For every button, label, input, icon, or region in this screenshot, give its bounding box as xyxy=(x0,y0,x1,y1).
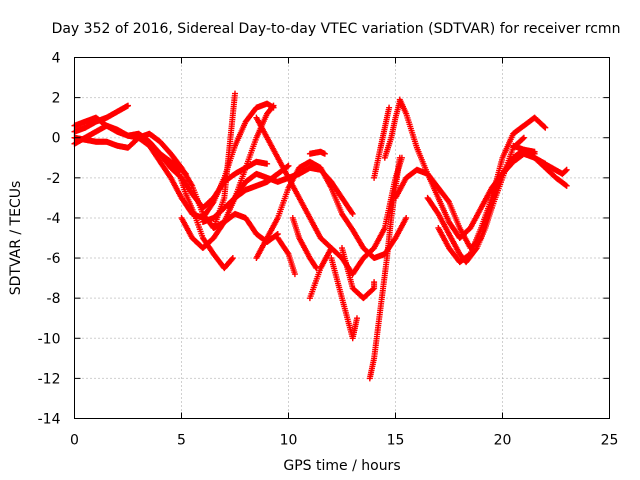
y-tick-label: -8 xyxy=(47,291,61,307)
data-point xyxy=(563,166,570,173)
data-point xyxy=(541,123,548,130)
series-6 xyxy=(161,154,236,272)
x-tick-label: 15 xyxy=(387,433,405,449)
y-tick-label: -14 xyxy=(38,412,61,428)
series-29 xyxy=(199,162,292,225)
data-point xyxy=(386,104,393,111)
data-point xyxy=(291,271,298,278)
x-tick-label: 25 xyxy=(601,433,619,449)
data-point xyxy=(270,102,277,109)
data-point xyxy=(229,255,236,262)
data-point xyxy=(403,214,410,221)
data-point xyxy=(520,135,527,142)
data-point xyxy=(264,160,271,167)
series-12 xyxy=(289,214,320,272)
data-point xyxy=(348,209,355,216)
data-point xyxy=(445,197,452,204)
data-point xyxy=(125,102,131,109)
series-19 xyxy=(371,104,393,181)
y-tick-label: 4 xyxy=(52,51,61,67)
data-marks xyxy=(71,90,570,382)
y-tick-label: -2 xyxy=(47,171,61,187)
data-point xyxy=(520,134,527,141)
plot-frame xyxy=(74,57,610,419)
x-axis-label: GPS time / hours xyxy=(283,458,400,474)
y-tick-label: 2 xyxy=(52,91,61,107)
series-18 xyxy=(366,154,403,382)
chart-title: Day 352 of 2016, Sidereal Day-to-day VTE… xyxy=(52,21,621,37)
data-point xyxy=(284,249,291,256)
grid xyxy=(74,57,610,419)
data-point xyxy=(370,285,377,292)
x-tick-label: 5 xyxy=(177,433,186,449)
data-point xyxy=(562,167,569,174)
series-14 xyxy=(306,148,328,157)
data-point xyxy=(353,315,360,322)
series-13 xyxy=(274,235,298,278)
data-point xyxy=(269,103,276,110)
x-tick-label: 20 xyxy=(494,433,512,449)
data-point xyxy=(472,246,479,253)
y-tick-label: -12 xyxy=(38,371,61,387)
series-20 xyxy=(381,98,403,161)
data-point xyxy=(349,210,356,217)
x-tick-label: 0 xyxy=(70,433,79,449)
data-point xyxy=(371,279,378,286)
y-axis-label: SDTVAR / TECUs xyxy=(8,181,24,296)
data-point xyxy=(542,124,549,131)
data-point xyxy=(396,154,403,161)
series-28 xyxy=(538,158,570,177)
data-point xyxy=(312,263,319,270)
y-tick-label: -10 xyxy=(38,331,61,347)
data-point xyxy=(321,150,328,157)
x-tick-label: 10 xyxy=(280,433,298,449)
data-point xyxy=(232,90,238,97)
series-26 xyxy=(510,142,538,157)
series-17 xyxy=(339,245,378,302)
data-point xyxy=(285,162,292,169)
y-tick-label: -6 xyxy=(47,251,61,267)
series-7 xyxy=(178,210,281,252)
data-point xyxy=(563,182,570,189)
series-10 xyxy=(253,158,410,262)
y-tick-label: 0 xyxy=(52,131,61,147)
data-point xyxy=(229,255,236,262)
y-tick-label: -4 xyxy=(47,211,61,227)
data-point xyxy=(182,170,189,177)
series-16 xyxy=(328,255,360,342)
